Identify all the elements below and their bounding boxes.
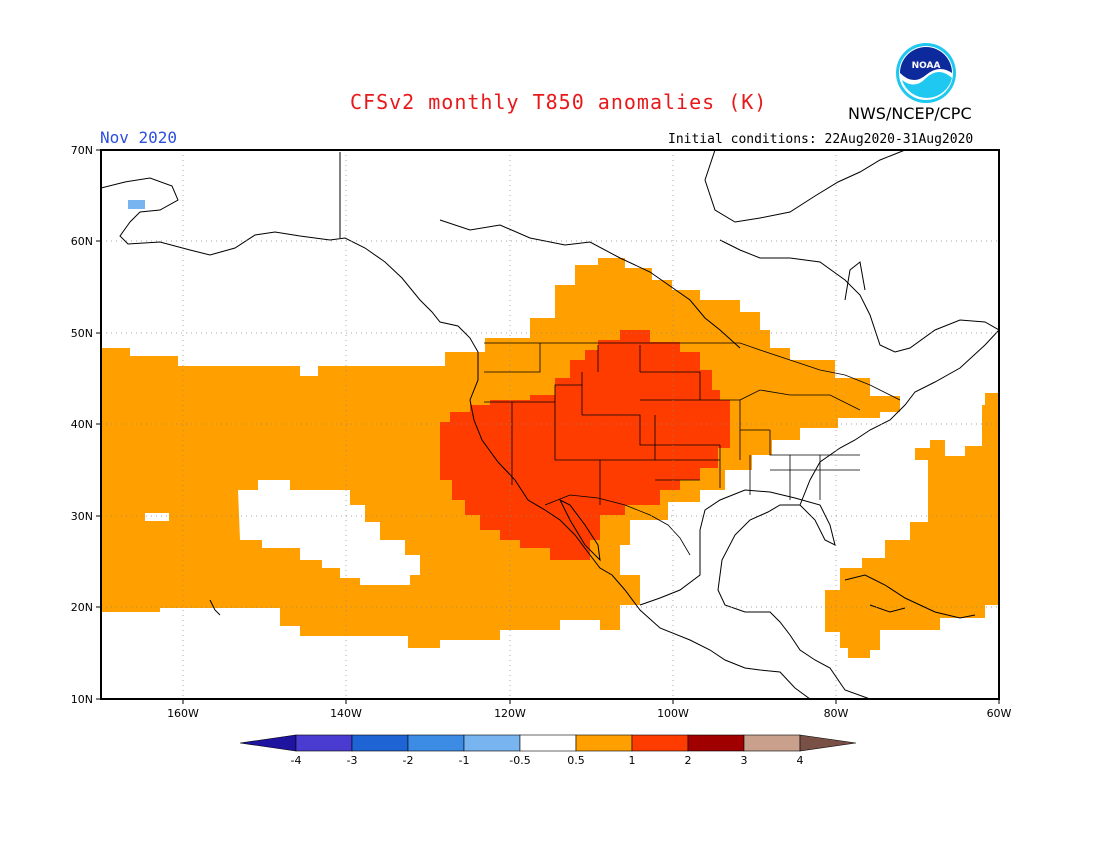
anomaly-hole-east bbox=[725, 410, 928, 632]
noaa-logo: NOAA bbox=[896, 43, 956, 103]
legend-swatch bbox=[407, 734, 465, 752]
legend-arrow-high bbox=[799, 734, 857, 752]
lon-label: 160W bbox=[167, 707, 199, 720]
legend-label: -3 bbox=[347, 754, 358, 767]
lat-label: 40N bbox=[71, 418, 93, 431]
legend-swatch bbox=[351, 734, 409, 752]
legend-label: 1 bbox=[629, 754, 636, 767]
lat-label: 10N bbox=[71, 693, 93, 706]
legend-label: 2 bbox=[685, 754, 692, 767]
lat-label: 20N bbox=[71, 601, 93, 614]
lon-label: 120W bbox=[494, 707, 526, 720]
agency-label: NWS/NCEP/CPC bbox=[848, 104, 972, 123]
lat-label: 50N bbox=[71, 327, 93, 340]
anomaly-hole-small bbox=[145, 513, 169, 521]
legend-arrow-low bbox=[239, 734, 297, 752]
legend-label: -1 bbox=[459, 754, 470, 767]
legend-swatch bbox=[631, 734, 689, 752]
lat-label: 60N bbox=[71, 235, 93, 248]
legend-label: -2 bbox=[403, 754, 414, 767]
legend-swatch bbox=[743, 734, 801, 752]
noaa-logo-text: NOAA bbox=[912, 61, 941, 71]
legend-swatch bbox=[687, 734, 745, 752]
anomaly-region-1-to-2 bbox=[440, 330, 730, 560]
anomaly-region-neg bbox=[128, 200, 145, 209]
lon-label: 80W bbox=[824, 707, 849, 720]
lat-label: 70N bbox=[71, 144, 93, 157]
coastlines bbox=[101, 150, 999, 699]
axis-ticks bbox=[96, 149, 1000, 704]
legend-label: 3 bbox=[741, 754, 748, 767]
legend-swatch bbox=[463, 734, 521, 752]
lon-label: 100W bbox=[657, 707, 689, 720]
latitude-labels: 70N 60N 50N 40N 30N 20N 10N bbox=[71, 144, 93, 706]
longitude-labels: 160W 140W 120W 100W 80W 60W bbox=[167, 707, 1011, 720]
legend-swatch bbox=[295, 734, 353, 752]
legend-swatch bbox=[519, 734, 577, 752]
borders bbox=[484, 342, 901, 556]
legend-label: -0.5 bbox=[509, 754, 530, 767]
forecast-month-label: Nov 2020 bbox=[100, 128, 178, 147]
lon-label: 140W bbox=[330, 707, 362, 720]
anomaly-shading bbox=[101, 150, 999, 699]
lat-label: 30N bbox=[71, 510, 93, 523]
lon-label: 60W bbox=[987, 707, 1012, 720]
initial-conditions-label: Initial conditions: 22Aug2020-31Aug2020 bbox=[668, 132, 974, 147]
legend-swatch bbox=[575, 734, 633, 752]
legend-label: 0.5 bbox=[567, 754, 585, 767]
anomaly-hole-pacific bbox=[238, 480, 420, 585]
map-title: CFSv2 monthly T850 anomalies (K) bbox=[350, 90, 768, 114]
legend-label: -4 bbox=[291, 754, 302, 767]
color-legend: -4 -3 -2 -1 -0.5 0.5 1 2 3 4 bbox=[239, 734, 857, 767]
legend-label: 4 bbox=[797, 754, 804, 767]
